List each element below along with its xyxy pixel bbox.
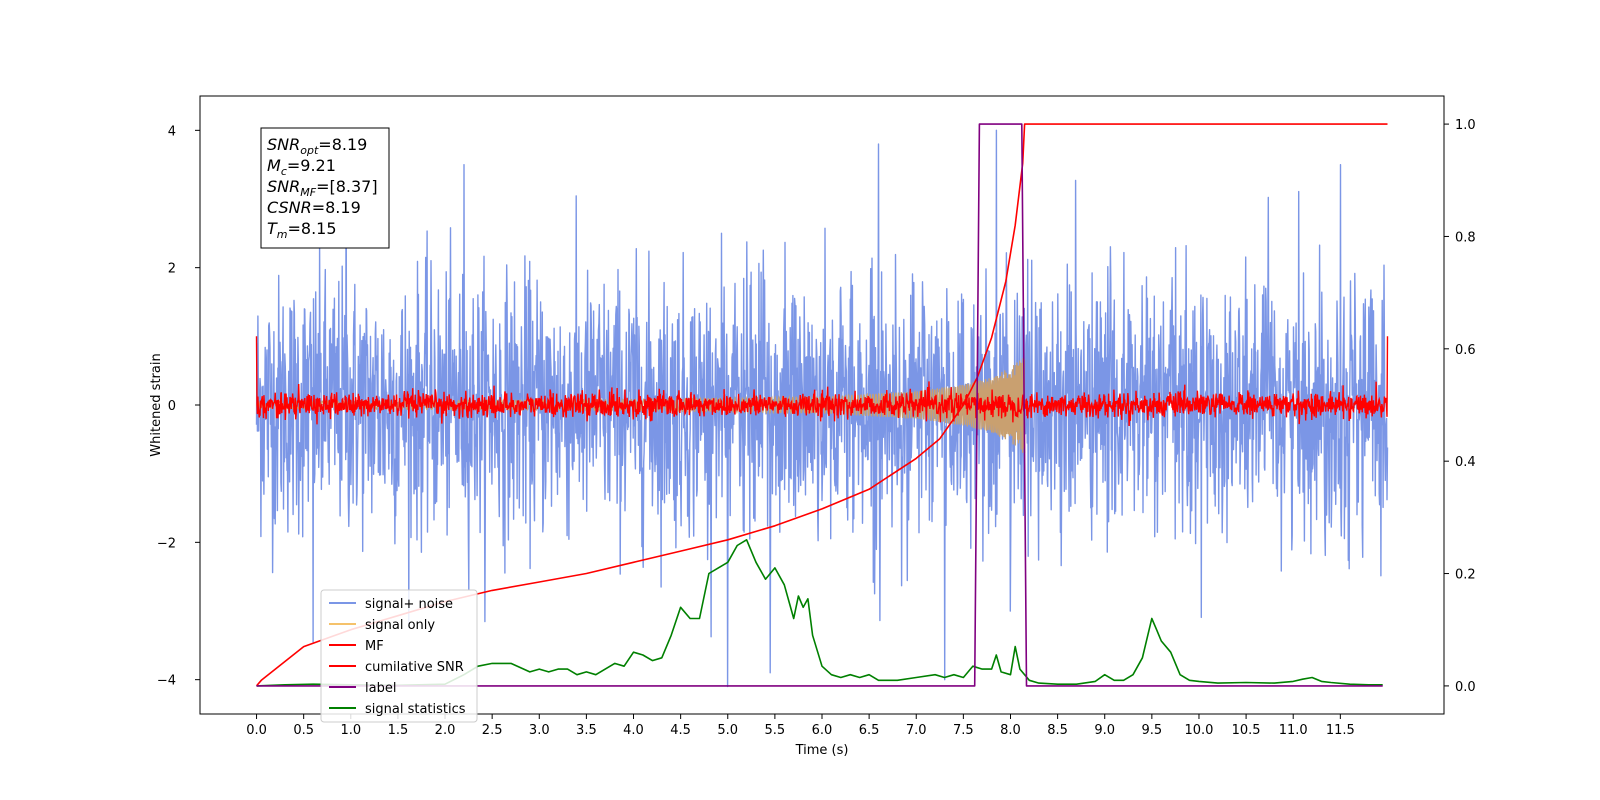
x-tick-label: 1.0 <box>340 723 361 738</box>
legend-entry: signal only <box>365 618 435 633</box>
series-signal-noise <box>255 129 1389 688</box>
x-tick-label: 4.0 <box>623 723 644 738</box>
x-tick-label: 8.5 <box>1047 723 1068 738</box>
x-tick-label: 10.5 <box>1232 723 1261 738</box>
x-tick-label: 1.5 <box>388 723 409 738</box>
x-tick-label: 5.0 <box>717 723 738 738</box>
x-tick-label: 4.5 <box>670 723 691 738</box>
y2-tick-label: 0.0 <box>1455 680 1476 695</box>
x-tick-label: 6.0 <box>812 723 833 738</box>
axes-layer: 0.0 0.5 1.0 1.5 2.0 2.5 3.0 3.5 4.0 4.5 5.0 5.5 6.0 6… <box>157 118 1476 738</box>
x-tick-label: 9.5 <box>1142 723 1163 738</box>
x-tick-label: 3.5 <box>576 723 597 738</box>
y-tick-label: 0 <box>168 399 176 414</box>
x-tick-label: 11.5 <box>1326 723 1355 738</box>
series-label <box>256 123 1383 687</box>
legend: signal+ noise signal only MF cumilative SNR… <box>320 589 478 723</box>
x-tick-label: 10.0 <box>1184 723 1213 738</box>
y2-tick-label: 0.4 <box>1455 455 1476 470</box>
series-mf <box>255 336 1389 427</box>
x-tick-label: 0.0 <box>246 723 267 738</box>
x-tick-label: 7.5 <box>953 723 974 738</box>
x-axis-label: Time (s) <box>795 743 849 758</box>
annotation-frame <box>260 127 390 249</box>
y2-tick-label: 0.8 <box>1455 230 1476 245</box>
annotation-line: Mc=9.21 <box>267 156 336 178</box>
x-tick-label: 2.0 <box>435 723 456 738</box>
y-tick-label: −4 <box>157 674 176 689</box>
series-signal-statistics <box>256 539 1383 687</box>
legend-frame <box>320 589 478 723</box>
x-tick-label: 8.0 <box>1000 723 1021 738</box>
y2-tick-label: 0.6 <box>1455 343 1476 358</box>
legend-entry: label <box>365 681 396 696</box>
x-tick-label: 9.0 <box>1094 723 1115 738</box>
x-tick-label: 11.0 <box>1279 723 1308 738</box>
annotation-line: SNRMF=[8.37] <box>267 177 378 199</box>
x-tick-label: 0.5 <box>293 723 314 738</box>
annotation-line: SNRopt=8.19 <box>267 135 367 157</box>
legend-entry: signal+ noise <box>365 597 453 612</box>
y-tick-label: 4 <box>168 124 176 139</box>
legend-entry: signal statistics <box>365 702 466 717</box>
y2-tick-label: 0.2 <box>1455 568 1476 583</box>
x-tick-label: 5.5 <box>765 723 786 738</box>
x-tick-label: 3.0 <box>529 723 550 738</box>
y-tick-label: 2 <box>168 262 176 277</box>
x-tick-label: 2.5 <box>482 723 503 738</box>
y2-tick-label: 1.0 <box>1455 118 1476 133</box>
legend-entry: MF <box>365 639 384 654</box>
x-tick-label: 7.0 <box>906 723 927 738</box>
x-tick-label: 6.5 <box>859 723 880 738</box>
legend-entry: cumilative SNR <box>365 660 464 675</box>
y-tick-label: −2 <box>157 536 176 551</box>
annotation-line: CSNR=8.19 <box>267 198 361 217</box>
annotation-line: Tm=8.15 <box>267 219 337 241</box>
y-axis-label: Whitened strain <box>149 353 164 456</box>
